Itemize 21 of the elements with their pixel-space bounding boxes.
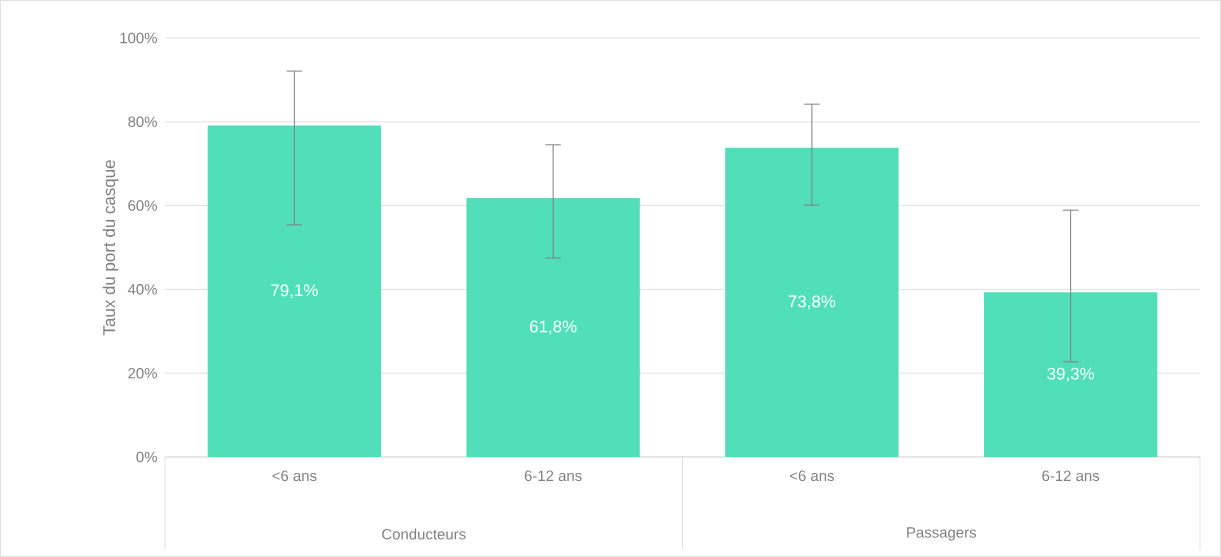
data-label: 73,8% xyxy=(788,295,836,310)
data-label: 79,1% xyxy=(271,284,318,299)
bar xyxy=(725,147,899,457)
data-label: 61,8% xyxy=(529,320,577,335)
y-tick-label: 80% xyxy=(128,116,157,128)
data-label: 39,3% xyxy=(1047,367,1095,382)
bar xyxy=(983,292,1158,457)
y-tick-label: 60% xyxy=(128,200,157,211)
text: Passagers xyxy=(907,527,976,541)
y-tick-label: 100% xyxy=(120,32,157,44)
x-tick-label: 6-12 ans xyxy=(1042,470,1100,482)
x-tick-label: 6-12 ans xyxy=(524,470,582,482)
y-tick-label: 0% xyxy=(136,451,157,463)
bar xyxy=(466,198,640,457)
y-tick-label: 20% xyxy=(128,367,157,379)
x-tick-label: <6 ans xyxy=(789,470,834,482)
y-axis-title: Taux du port du casque xyxy=(102,160,119,336)
bar xyxy=(207,125,382,457)
text: Conducteurs xyxy=(382,528,466,540)
y-tick-label: 40% xyxy=(127,284,157,295)
x-tick-label: <6 ans xyxy=(272,470,317,482)
